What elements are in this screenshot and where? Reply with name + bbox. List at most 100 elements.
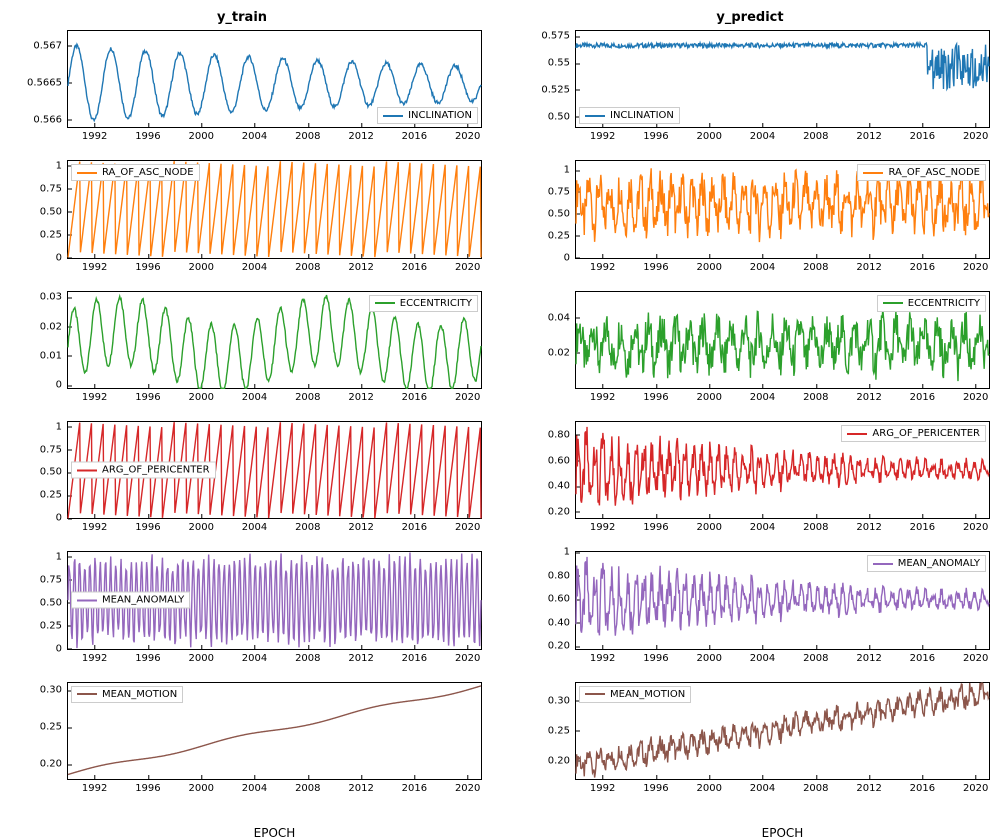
x-tick: 2004 — [242, 388, 267, 403]
y-tick: 0.02 — [548, 347, 576, 358]
legend-swatch — [77, 693, 97, 695]
y-tick: 0.25 — [40, 229, 68, 240]
y-tick: 0.55 — [548, 58, 576, 69]
x-tick: 1996 — [643, 127, 668, 142]
y-tick: 0.01 — [40, 350, 68, 361]
x-tick: 1996 — [643, 388, 668, 403]
legend: INCLINATION — [579, 107, 680, 124]
x-tick: 2020 — [963, 388, 988, 403]
panel-predict-ARG_OF_PERICENTER: 0.200.400.600.80199219962000200420082012… — [520, 419, 1000, 547]
legend: ARG_OF_PERICENTER — [71, 462, 216, 479]
x-tick: 2016 — [910, 388, 935, 403]
panel-predict-ECCENTRICITY: 0.020.0419921996200020042008201220162020… — [520, 289, 1000, 417]
legend: RA_OF_ASC_NODE — [71, 164, 200, 181]
x-tick: 2012 — [856, 518, 881, 533]
y-tick: 1 — [56, 551, 68, 562]
x-tick: 1992 — [590, 779, 615, 794]
panel-train-ARG_OF_PERICENTER: 00.250.500.75119921996200020042008201220… — [12, 419, 492, 547]
y-tick: 0.5665 — [27, 77, 68, 88]
x-tick: 2008 — [803, 127, 828, 142]
x-tick: 2000 — [696, 127, 721, 142]
x-tick: 1996 — [135, 649, 160, 664]
legend-swatch — [77, 599, 97, 601]
y-tick: 0.50 — [40, 467, 68, 478]
x-tick: 2004 — [750, 127, 775, 142]
x-tick: 1992 — [82, 649, 107, 664]
y-tick: 0.20 — [548, 506, 576, 517]
y-tick: 0.03 — [40, 292, 68, 303]
y-tick: 0.25 — [40, 490, 68, 501]
legend-swatch — [873, 563, 893, 565]
plot-area: 0.200.250.301992199620002004200820122016… — [575, 682, 990, 780]
x-tick: 2016 — [402, 388, 427, 403]
x-tick: 2000 — [696, 779, 721, 794]
y-tick: 0 — [56, 252, 68, 263]
plot-area: 0.200.400.600.80199219962000200420082012… — [575, 421, 990, 519]
y-tick: 0.75 — [40, 444, 68, 455]
x-tick: 1992 — [82, 258, 107, 273]
x-tick: 2020 — [963, 779, 988, 794]
panel-train-RA_OF_ASC_NODE: 00.250.500.75119921996200020042008201220… — [12, 158, 492, 286]
column-train: y_train 0.566 0.5665 0.567 1992 1996 2000 2004… — [12, 10, 492, 810]
y-tick: 0.40 — [548, 617, 576, 628]
legend-label: INCLINATION — [408, 110, 472, 121]
legend: INCLINATION — [377, 107, 478, 124]
x-tick: 2008 — [803, 258, 828, 273]
y-tick: 0.25 — [548, 230, 576, 241]
y-tick: 0.60 — [548, 455, 576, 466]
x-tick: 2016 — [402, 258, 427, 273]
x-tick: 1996 — [643, 649, 668, 664]
y-tick: 0.75 — [548, 186, 576, 197]
x-tick: 2008 — [295, 388, 320, 403]
y-tick: 0.20 — [40, 759, 68, 770]
legend-label: RA_OF_ASC_NODE — [102, 167, 194, 178]
x-tick: 1996 — [135, 127, 160, 142]
legend-label: INCLINATION — [610, 110, 674, 121]
x-tick: 1996 — [643, 518, 668, 533]
legend: MEAN_ANOMALY — [867, 555, 986, 572]
x-tick: 2016 — [910, 258, 935, 273]
plot-area: 00.250.500.75119921996200020042008201220… — [67, 551, 482, 649]
legend-label: ARG_OF_PERICENTER — [102, 465, 210, 476]
legend-label: MEAN_MOTION — [102, 689, 177, 700]
legend-label: RA_OF_ASC_NODE — [888, 167, 980, 178]
column-predict: y_predict 0.500.5250.550.575199219962000… — [520, 10, 1000, 810]
x-tick: 2012 — [348, 127, 373, 142]
x-tick: 2004 — [242, 258, 267, 273]
x-tick: 2004 — [242, 779, 267, 794]
legend-swatch — [883, 302, 903, 304]
x-tick: 2016 — [910, 518, 935, 533]
x-tick: 2000 — [188, 779, 213, 794]
legend: ECCENTRICITY — [369, 295, 478, 312]
y-tick: 0.30 — [40, 685, 68, 696]
legend: ECCENTRICITY — [877, 295, 986, 312]
y-tick: 0.25 — [548, 725, 576, 736]
x-tick: 2020 — [455, 649, 480, 664]
x-tick: 2004 — [750, 388, 775, 403]
x-tick: 2008 — [295, 127, 320, 142]
plot-area: 00.010.020.03199219962000200420082012201… — [67, 291, 482, 389]
x-tick: 2012 — [856, 127, 881, 142]
legend: ARG_OF_PERICENTER — [841, 425, 986, 442]
x-tick: 2000 — [696, 518, 721, 533]
plot-area: 0.020.0419921996200020042008201220162020… — [575, 291, 990, 389]
x-tick: 2004 — [242, 127, 267, 142]
y-tick: 0 — [56, 380, 68, 391]
panel-predict-MEAN_MOTION: 0.200.250.301992199620002004200820122016… — [520, 680, 1000, 808]
x-tick: 2016 — [402, 518, 427, 533]
legend-swatch — [585, 115, 605, 117]
x-tick: 2008 — [803, 779, 828, 794]
y-tick: 0.25 — [40, 722, 68, 733]
panel-train-MEAN_MOTION: 0.200.250.301992199620002004200820122016… — [12, 680, 492, 808]
y-tick: 0.566 — [33, 114, 68, 125]
x-tick: 2020 — [963, 258, 988, 273]
column-title-train: y_train — [12, 10, 472, 25]
y-tick: 0.567 — [33, 40, 68, 51]
y-tick: 0.50 — [548, 111, 576, 122]
x-tick: 2004 — [750, 518, 775, 533]
x-tick: 2016 — [402, 649, 427, 664]
legend-swatch — [847, 433, 867, 435]
legend-swatch — [863, 172, 883, 174]
y-tick: 0 — [564, 252, 576, 263]
x-tick: 1992 — [590, 518, 615, 533]
